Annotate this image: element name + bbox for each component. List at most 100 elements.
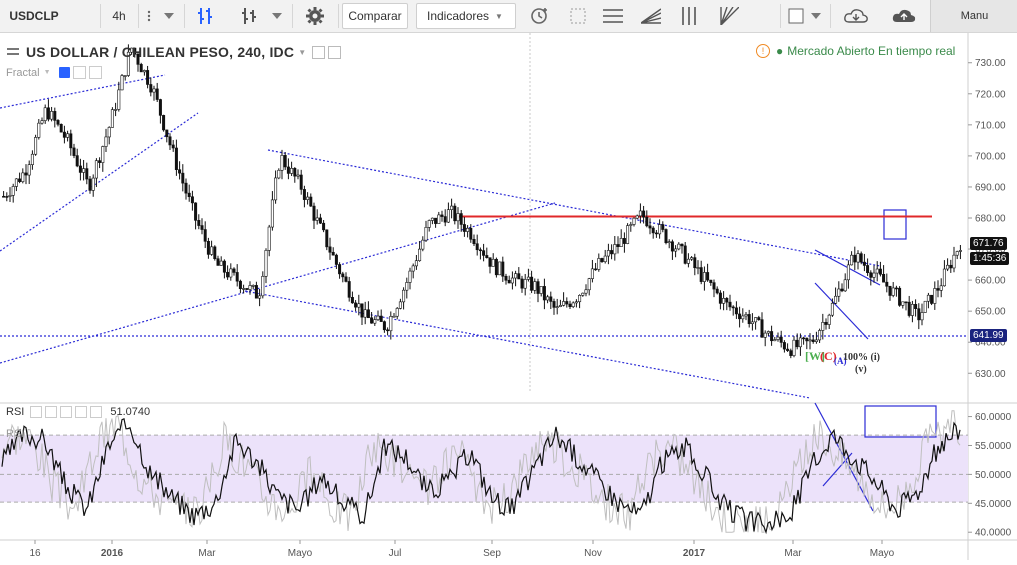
rsi-legend[interactable]: RSI 51.0740 (6, 406, 150, 418)
indicators-button[interactable]: Indicadores ▼ (416, 3, 516, 29)
candle-body (894, 287, 898, 290)
candle-body (603, 255, 607, 263)
horizontal-lines-icon[interactable] (596, 0, 630, 32)
candle-body (190, 196, 194, 204)
candle-body (533, 281, 537, 291)
chart-area[interactable]: 730.00 720.00 710.00 700.00 690.00 680.00 670.… (0, 33, 1017, 560)
alert-circle-icon[interactable]: ! (756, 44, 770, 58)
gann-fan-icon[interactable] (712, 0, 746, 32)
square-color-icon[interactable] (784, 0, 808, 32)
candle-body (798, 337, 802, 348)
candle-body (101, 146, 105, 163)
candle-body (552, 301, 556, 308)
candle-body (296, 174, 300, 177)
candle-body (683, 245, 687, 264)
interval-button[interactable]: 4h (112, 9, 126, 23)
maximize-icon[interactable] (90, 406, 103, 418)
candle-body (453, 205, 457, 222)
collapse-icon[interactable] (6, 45, 20, 59)
candles (2, 44, 962, 359)
chevron-down-icon[interactable] (808, 0, 824, 32)
candle-body (606, 250, 610, 257)
highlight-box-rsi (864, 405, 937, 438)
candle-body (504, 275, 508, 281)
eye-icon[interactable] (30, 406, 43, 418)
interval-dropdown-icon[interactable] (142, 0, 156, 32)
chevron-down-icon[interactable]: ▼ (298, 47, 307, 57)
rsi-axis[interactable]: 60.0000 55.0000 50.0000 45.0000 40.0000 (968, 412, 1012, 539)
candle-body (469, 227, 473, 240)
price-chart[interactable]: 730.00 720.00 710.00 700.00 690.00 680.00 670.… (0, 33, 1017, 560)
fan-lines-icon[interactable] (634, 0, 668, 32)
candle-body (338, 264, 342, 275)
candle-body (872, 272, 876, 278)
time-axis[interactable]: 16 2016 Mar Mayo Jul Sep Nov 2017 Mar Mayo (29, 540, 895, 559)
close-icon[interactable] (60, 406, 73, 418)
gear-icon[interactable] (72, 66, 86, 79)
vertical-lines-icon[interactable] (672, 0, 706, 32)
chevron-down-icon[interactable] (158, 0, 180, 32)
candle-body (312, 205, 316, 221)
market-status[interactable]: ! ● Mercado Abierto En tiempo real (756, 44, 955, 58)
candle-body (952, 254, 956, 269)
time-tick-label: 16 (29, 548, 41, 559)
price-axis[interactable]: 730.00 720.00 710.00 700.00 690.00 680.00 670.… (968, 58, 1006, 380)
fractal-legend[interactable]: Fractal ▼ (6, 66, 102, 79)
price-tick-label: 710.00 (975, 120, 1006, 131)
candle-body (344, 276, 348, 282)
candle-body (645, 216, 649, 227)
cloud-upload-icon[interactable] (884, 0, 924, 32)
candle-body (434, 217, 438, 224)
candle-body (958, 250, 962, 252)
candle-body (50, 111, 54, 120)
price-tick-label: 690.00 (975, 182, 1006, 193)
chart-title[interactable]: US DOLLAR / CHILEAN PESO, 240, IDC ▼ (6, 44, 342, 60)
gear-icon[interactable] (298, 0, 332, 32)
market-status-text: Mercado Abierto En tiempo real (787, 44, 956, 58)
candle-body (955, 251, 959, 256)
cloud-download-icon[interactable] (836, 0, 876, 32)
candle-body (325, 229, 329, 248)
candle-body (949, 264, 953, 269)
bars-style-icon[interactable] (234, 0, 264, 32)
chevron-down-icon[interactable] (266, 0, 288, 32)
price-tick-label: 660.00 (975, 276, 1006, 287)
gear-icon[interactable] (328, 45, 342, 59)
candle-body (181, 172, 185, 184)
candle-body (664, 229, 668, 244)
menu-button[interactable]: Manu (930, 0, 1017, 32)
gear-icon[interactable] (45, 406, 58, 418)
candle-body (184, 182, 188, 194)
fractal-label: Fractal (6, 66, 40, 79)
candle-body (171, 144, 175, 149)
symbol-field[interactable]: USDCLP (9, 9, 59, 23)
rsi-legend-2[interactable]: RSI (6, 428, 25, 440)
price-tick-label: 670.00 (975, 245, 1006, 256)
chevron-down-icon[interactable]: ▼ (43, 69, 51, 76)
candle-body (834, 295, 838, 304)
candle-body (542, 286, 546, 301)
compare-button[interactable]: Comparar (342, 3, 408, 29)
candle-body (238, 280, 242, 289)
candles-style-icon[interactable] (190, 0, 220, 32)
candle-body (248, 285, 252, 290)
alert-icon[interactable] (524, 0, 556, 32)
candle-body (674, 248, 678, 252)
candle-body (203, 229, 207, 242)
candle-body (718, 292, 722, 304)
candle-body (309, 196, 313, 207)
replay-icon[interactable] (564, 0, 592, 32)
annotation-a: (A) (834, 356, 847, 366)
eye-icon[interactable] (58, 67, 70, 78)
candle-body (62, 131, 66, 138)
plus-icon[interactable] (75, 406, 88, 418)
candle-body (763, 332, 767, 338)
eye-icon[interactable] (312, 45, 326, 59)
candle-body (853, 254, 857, 263)
rsi-value: 51.0740 (110, 406, 151, 418)
candle-body (178, 169, 182, 174)
rsi-tick-label: 55.0000 (975, 441, 1012, 452)
price-tick-label: 640.00 (975, 338, 1006, 349)
candle-body (152, 88, 156, 93)
close-icon[interactable] (88, 66, 102, 79)
